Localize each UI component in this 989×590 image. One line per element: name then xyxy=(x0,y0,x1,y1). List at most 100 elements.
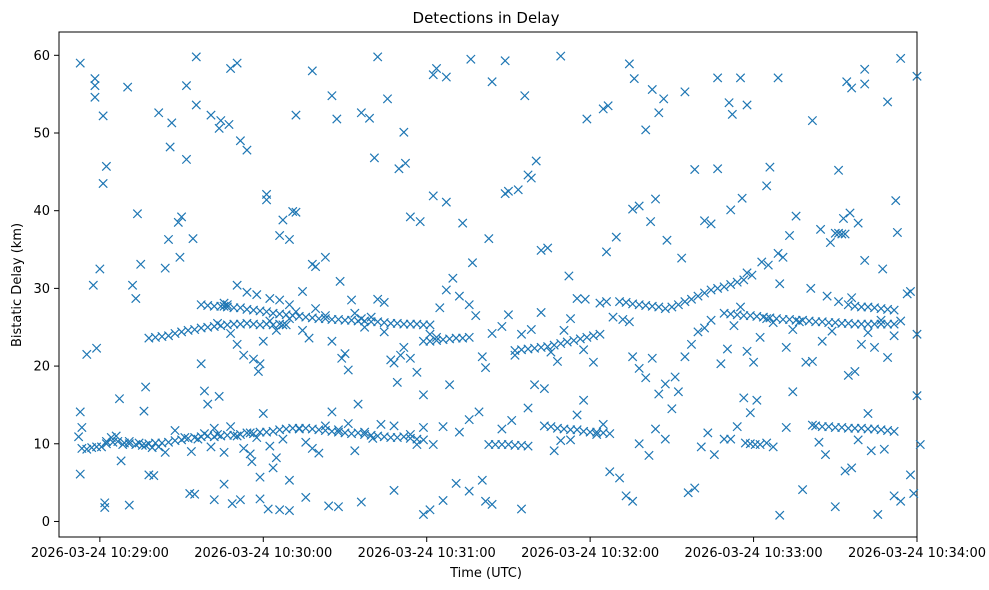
data-point-marker xyxy=(471,310,481,321)
data-point-marker xyxy=(490,439,500,450)
data-point-marker xyxy=(235,495,246,505)
data-point-marker xyxy=(531,156,541,166)
data-point-marker xyxy=(807,420,818,430)
data-point-marker xyxy=(762,314,772,324)
data-point-marker xyxy=(180,432,190,443)
data-point-marker xyxy=(291,110,301,120)
data-point-marker xyxy=(95,264,105,274)
data-point-marker xyxy=(860,64,870,74)
data-point-marker xyxy=(539,383,550,394)
data-point-marker xyxy=(284,234,295,245)
data-point-marker xyxy=(889,319,899,329)
data-point-marker xyxy=(186,446,197,457)
data-point-marker xyxy=(265,441,275,451)
data-point-marker xyxy=(614,473,625,483)
data-point-marker xyxy=(634,201,644,211)
data-point-marker xyxy=(523,403,533,413)
data-point-marker xyxy=(454,427,465,437)
data-point-marker xyxy=(275,505,285,515)
data-point-marker xyxy=(654,389,664,399)
data-point-marker xyxy=(399,127,409,137)
data-point-marker xyxy=(278,215,288,225)
data-point-marker xyxy=(294,423,304,433)
x-tick-label: 2026-03-24 10:34:00 xyxy=(848,546,986,561)
data-point-marker xyxy=(909,488,919,499)
data-point-marker xyxy=(650,194,661,204)
data-point-marker xyxy=(444,380,455,390)
data-point-marker xyxy=(314,314,324,324)
data-point-marker xyxy=(124,500,134,510)
data-point-marker xyxy=(111,431,121,441)
data-point-marker xyxy=(239,443,249,454)
data-point-marker xyxy=(90,80,100,91)
data-point-marker xyxy=(170,425,180,436)
data-point-marker xyxy=(840,229,850,239)
data-point-marker xyxy=(214,391,224,402)
data-point-marker xyxy=(441,285,451,295)
data-point-marker xyxy=(580,294,590,304)
data-point-marker xyxy=(891,195,901,206)
data-point-marker xyxy=(425,505,435,515)
data-point-marker xyxy=(724,98,734,108)
data-point-marker xyxy=(654,108,664,118)
data-point-marker xyxy=(216,115,226,126)
data-point-marker xyxy=(255,427,265,437)
data-point-marker xyxy=(696,442,706,452)
data-point-marker xyxy=(428,439,438,450)
data-point-marker xyxy=(131,293,141,304)
data-point-marker xyxy=(843,370,853,381)
data-point-marker xyxy=(77,422,87,433)
data-point-marker xyxy=(659,94,669,104)
data-point-marker xyxy=(673,387,684,397)
y-tick-label: 60 xyxy=(33,49,50,64)
data-point-marker xyxy=(90,92,100,102)
data-point-marker xyxy=(464,300,474,310)
data-point-marker xyxy=(739,275,749,285)
data-point-marker xyxy=(75,407,85,417)
y-tick-label: 40 xyxy=(33,204,50,219)
data-point-marker xyxy=(778,252,788,262)
data-point-marker xyxy=(405,212,415,222)
data-point-marker xyxy=(706,219,716,229)
data-point-marker xyxy=(727,109,737,119)
data-point-marker xyxy=(127,280,138,290)
data-point-marker xyxy=(100,502,110,513)
data-point-marker xyxy=(797,484,808,495)
data-point-marker xyxy=(763,260,773,270)
data-point-marker xyxy=(199,429,210,439)
data-point-marker xyxy=(101,161,112,172)
data-point-marker xyxy=(807,115,818,126)
data-point-marker xyxy=(605,467,615,477)
data-point-marker xyxy=(297,286,308,297)
data-point-marker xyxy=(227,498,237,509)
x-tick-label: 2026-03-24 10:33:00 xyxy=(685,546,823,561)
data-point-marker xyxy=(878,264,888,274)
data-point-marker xyxy=(811,317,821,327)
data-point-marker xyxy=(536,245,546,255)
data-point-marker xyxy=(621,491,631,501)
data-point-marker xyxy=(209,423,219,433)
data-point-marker xyxy=(892,227,903,238)
data-point-marker xyxy=(879,444,889,454)
data-point-marker xyxy=(464,332,474,342)
data-point-marker xyxy=(768,442,778,452)
data-point-marker xyxy=(618,314,628,325)
data-point-marker xyxy=(896,53,906,64)
data-point-marker xyxy=(565,435,576,445)
data-point-marker xyxy=(510,440,520,450)
data-point-marker xyxy=(248,354,259,364)
data-point-marker xyxy=(88,280,98,290)
data-point-marker xyxy=(755,332,765,342)
data-point-marker xyxy=(232,58,242,68)
data-point-marker xyxy=(667,404,677,414)
data-point-marker xyxy=(747,270,757,280)
data-point-marker xyxy=(825,237,836,248)
data-point-marker xyxy=(585,427,595,437)
data-point-marker xyxy=(742,268,752,278)
data-point-marker xyxy=(307,443,317,454)
data-point-marker xyxy=(368,433,378,443)
data-point-marker xyxy=(252,432,262,443)
data-point-marker xyxy=(487,328,497,339)
data-point-marker xyxy=(592,429,602,440)
data-point-marker xyxy=(386,318,396,328)
